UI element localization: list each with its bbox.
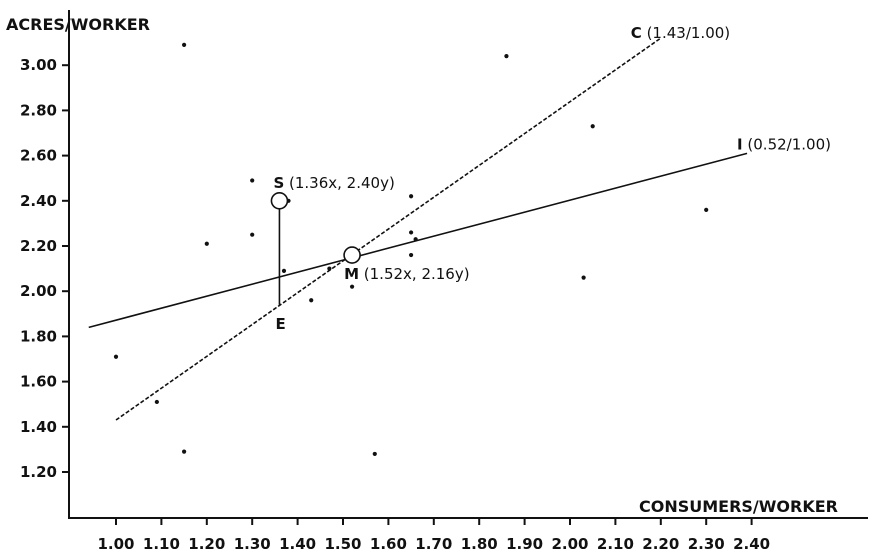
highlight-label-m: M (1.52x, 2.16y) [344, 265, 470, 283]
x-tick-label: 1.50 [324, 535, 361, 553]
annotation-label-e: E [275, 315, 285, 333]
x-tick-label: 2.40 [733, 535, 770, 553]
data-point [504, 54, 509, 59]
fit-line-label-i: I (0.52/1.00) [737, 135, 831, 153]
x-tick-label: 1.00 [97, 535, 134, 553]
fit-line-c [115, 37, 662, 421]
data-point [409, 230, 414, 235]
data-point [409, 252, 414, 258]
y-tick-label: 2.20 [20, 237, 57, 255]
residual-segment: E [275, 208, 286, 333]
data-point [581, 275, 586, 280]
x-tick-label: 2.10 [597, 535, 634, 553]
data-point [327, 266, 332, 271]
data-point [349, 284, 355, 289]
x-tick-label: 1.40 [279, 535, 316, 553]
chart-labels: ACRES/WORKER CONSUMERS/WORKER [6, 15, 838, 516]
data-point [590, 124, 595, 129]
data-point [409, 194, 414, 199]
x-tick-label: 2.00 [551, 535, 588, 553]
y-tick-label: 1.40 [20, 418, 57, 436]
highlighted-points: S (1.36x, 2.40y) M (1.52x, 2.16y) [270, 174, 470, 283]
data-point [704, 207, 709, 212]
x-tick-label: 2.20 [642, 535, 679, 553]
data-point [372, 451, 377, 457]
x-tick-label: 1.80 [461, 535, 498, 553]
y-tick-label: 1.60 [20, 373, 57, 391]
data-point [309, 298, 314, 303]
x-tick-label: 1.30 [234, 535, 271, 553]
data-point [154, 399, 159, 405]
x-tick-label: 1.60 [370, 535, 407, 553]
data-point [413, 237, 418, 242]
data-point [182, 42, 187, 47]
data-point [250, 178, 255, 183]
x-tick-label: 1.70 [415, 535, 452, 553]
y-tick-label: 1.80 [20, 327, 57, 345]
fit-line-i [88, 152, 748, 329]
data-point [204, 241, 209, 246]
y-axis-title: ACRES/WORKER [6, 15, 150, 34]
y-tick-label: 2.80 [20, 101, 57, 119]
y-tick-label: 2.40 [20, 192, 57, 210]
highlight-marker-s [270, 192, 289, 210]
x-axis-ticks: 1.00 1.10 1.20 1.30 1.40 1.50 1.60 1.70 1.80 1.90… [97, 518, 770, 553]
y-tick-label: 1.20 [20, 463, 57, 481]
data-point [281, 268, 287, 273]
y-tick-label: 3.00 [20, 56, 57, 74]
y-tick-label: 2.60 [20, 147, 57, 165]
x-tick-label: 2.30 [688, 535, 725, 553]
x-tick-label: 1.20 [188, 535, 225, 553]
y-axis-ticks: 1.20 1.40 1.60 1.80 2.00 2.20 2.40 2.60 2.80 3.00 [20, 56, 69, 481]
data-point [182, 449, 187, 454]
x-tick-label: 1.90 [506, 535, 543, 553]
fit-lines: C (1.43/1.00) I (0.52/1.00) [88, 24, 831, 421]
y-tick-label: 2.00 [20, 282, 57, 300]
x-tick-label: 1.10 [143, 535, 180, 553]
data-points [113, 42, 709, 457]
highlight-marker-m [343, 246, 361, 264]
highlight-label-s: S (1.36x, 2.40y) [273, 174, 394, 192]
fit-line-label-c: C (1.43/1.00) [631, 24, 730, 42]
axes [68, 10, 868, 519]
data-point [113, 354, 119, 359]
x-axis-title: CONSUMERS/WORKER [639, 497, 838, 516]
data-point [250, 232, 255, 237]
